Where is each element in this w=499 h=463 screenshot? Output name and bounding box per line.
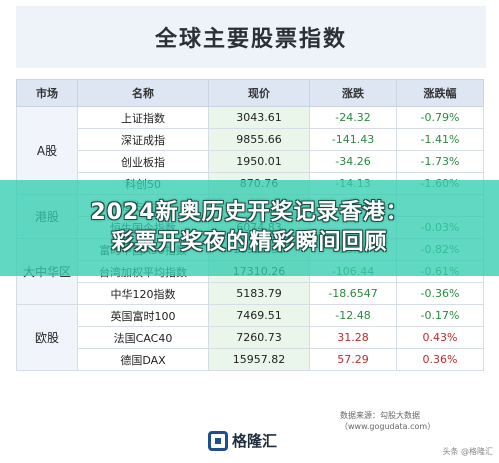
change-pct-cell: 0.36% [396,348,484,371]
change-cell: -34.26 [309,150,397,173]
price-cell: 7260.73 [208,326,310,349]
logo-icon [208,430,228,451]
price-cell: 9855.66 [208,128,310,151]
header-change: 涨跌 [309,79,397,107]
table-row: 深证成指 9855.66 -141.43 -1.41% [17,128,484,151]
logo-text: 格隆汇 [232,432,278,450]
logo: 格隆汇 [208,430,277,451]
table-row: 德国DAX 15957.82 57.29 0.36% [17,348,484,371]
name-cell: 创业板指 [77,150,209,173]
name-cell: 德国DAX [77,348,209,371]
price-cell: 1950.01 [208,150,310,173]
change-cell: 31.28 [309,326,397,349]
price-cell: 5183.79 [208,282,310,305]
banner-line-2: 彩票开奖夜的精彩瞬间回顾 [111,230,388,255]
price-cell: 7469.51 [208,304,310,327]
name-cell: 深证成指 [77,128,209,151]
table-row: 欧股 英国富时100 7469.51 -12.48 -0.17% [16,304,484,371]
name-cell: 法国CAC40 [77,326,209,349]
header-change-pct: 涨跌幅 [396,79,484,107]
name-cell: 英国富时100 [77,304,209,327]
table-row: A股 上证指数 3043.61 -24.32 -0.79% [16,106,484,195]
change-pct-cell: 0.43% [396,326,484,349]
watermark: 头条 @格隆汇 [442,447,493,456]
header-name: 名称 [77,79,209,107]
change-cell: 57.29 [309,348,397,371]
change-cell: -24.32 [309,106,397,129]
overlay-banner: 2024新奥历史开奖记录香港： 彩票开奖夜的精彩瞬间回顾 [0,180,499,276]
market-cell: 欧股 [16,304,78,371]
title-bar: 全球主要股票指数 [16,6,486,68]
page-title: 全球主要股票指数 [154,27,347,52]
header-market: 市场 [16,79,78,107]
table-row: 中华120指数 5183.79 -18.6547 -0.36% [17,282,484,305]
table-header-row: 市场 名称 现价 涨跌 涨跌幅 [16,79,484,107]
change-pct-cell: -1.41% [396,128,484,151]
name-cell: 上证指数 [77,106,209,129]
banner-line-1: 2024新奥历史开奖记录香港： [90,200,409,225]
name-cell: 中华120指数 [77,282,209,305]
price-cell: 15957.82 [208,348,310,371]
change-cell: -141.43 [309,128,397,151]
table-row: 法国CAC40 7260.73 31.28 0.43% [17,326,484,349]
change-pct-cell: -0.17% [396,304,484,327]
price-cell: 3043.61 [208,106,310,129]
change-cell: -18.6547 [309,282,397,305]
change-cell: -12.48 [309,304,397,327]
change-pct-cell: -1.73% [396,150,484,173]
change-pct-cell: -0.36% [396,282,484,305]
table-row: 创业板指 1950.01 -34.26 -1.73% [17,150,484,173]
data-source: 数据来源：勾股大数据（www.gogudata.com） [340,411,436,431]
header-price: 现价 [208,79,310,107]
change-pct-cell: -0.79% [396,106,484,129]
